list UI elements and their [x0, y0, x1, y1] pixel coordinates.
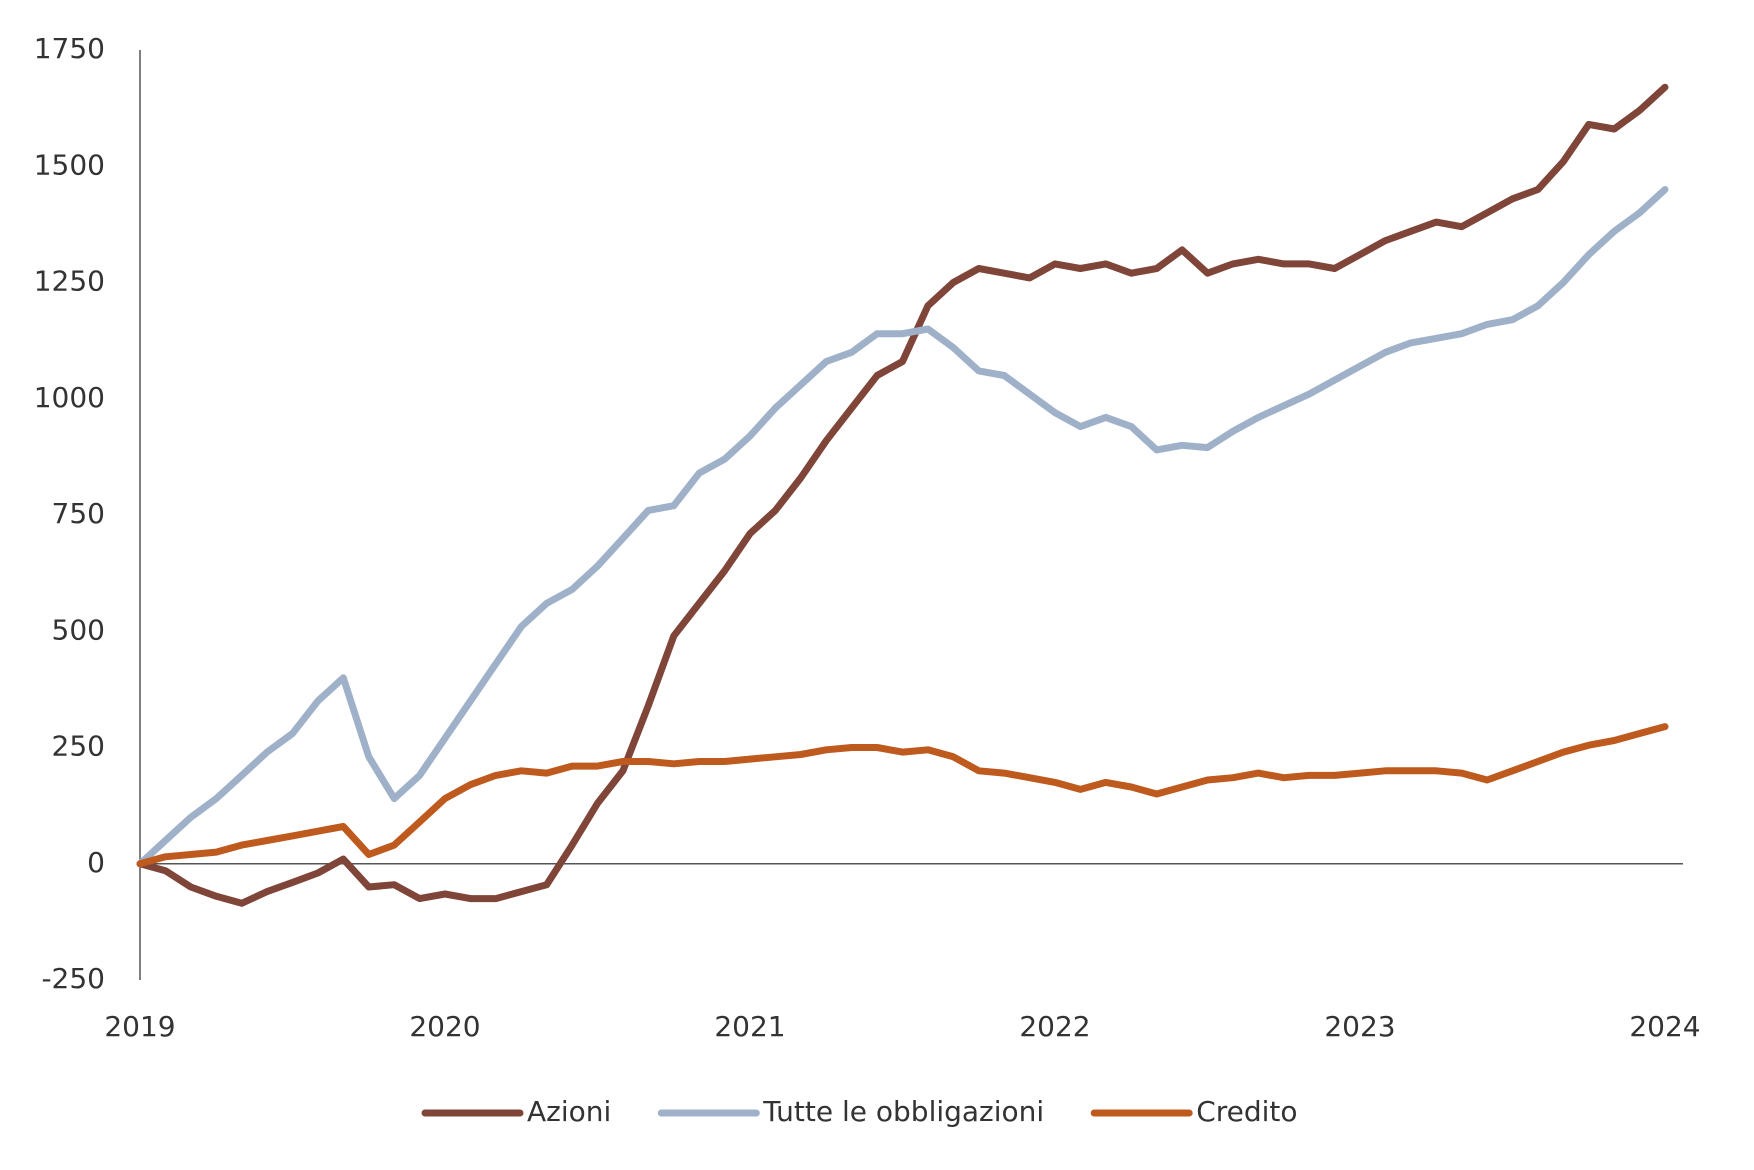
x-tick-label: 2022: [1019, 1010, 1090, 1043]
x-tick-label: 2020: [409, 1010, 480, 1043]
x-tick-label: 2021: [714, 1010, 785, 1043]
data-line: [136, 83, 1669, 907]
y-tick-label: 250: [52, 730, 105, 763]
y-tick-label: -250: [41, 962, 105, 995]
y-tick-label: 500: [52, 613, 105, 646]
y-tick-label: 750: [52, 497, 105, 530]
y-tick-label: 1250: [34, 265, 105, 298]
y-tick-label: 1000: [34, 381, 105, 414]
x-tick-label: 2024: [1629, 1010, 1700, 1043]
y-tick-label: 0: [87, 846, 105, 879]
y-tick-label: 1750: [34, 32, 105, 65]
legend-label: Azioni: [527, 1095, 611, 1128]
data-line: [136, 723, 1669, 868]
legend-label: Credito: [1196, 1095, 1297, 1128]
x-tick-label: 2023: [1324, 1010, 1395, 1043]
y-tick-label: 1500: [34, 148, 105, 181]
data-line: [136, 186, 1669, 868]
x-tick-label: 2019: [104, 1010, 175, 1043]
legend-label: Tutte le obbligazioni: [762, 1095, 1044, 1128]
